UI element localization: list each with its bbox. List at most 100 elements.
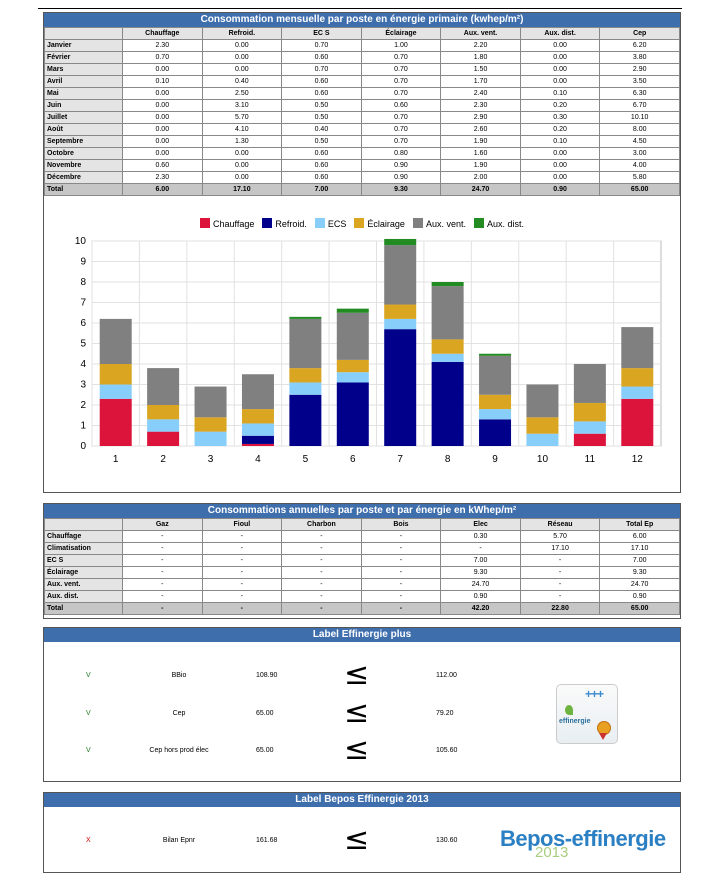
table-cell: 1.90 — [440, 159, 521, 172]
table-cell: 0.10 — [519, 135, 601, 148]
x-tick-label: 12 — [632, 454, 644, 465]
table-cell: - — [360, 530, 442, 543]
criterion-value: 108.90 — [256, 672, 278, 679]
column-header: Total Ep — [599, 518, 680, 531]
column-header — [44, 27, 123, 40]
row-label: Mai — [44, 87, 123, 100]
table-cell: 0.60 — [281, 171, 362, 184]
legend-swatch — [354, 218, 365, 228]
table-cell: 0.90 — [360, 171, 442, 184]
bar-segment — [479, 355, 512, 395]
column-header: Fioul — [201, 518, 283, 531]
legend-item: Refroid. — [262, 218, 307, 229]
table-cell: 0.00 — [122, 135, 203, 148]
criterion-name: BBio — [171, 672, 187, 679]
table-row: Octobre 0.00 0.00 0.60 0.80 1.60 0.00 3.00 — [44, 147, 680, 160]
table-cell: 2.90 — [440, 111, 521, 124]
table-cell: - — [519, 578, 601, 591]
bar-segment — [384, 329, 417, 446]
bar-segment — [289, 318, 322, 369]
table-cell: - — [281, 554, 362, 567]
total-cell: 65.00 — [599, 602, 680, 615]
x-tick-label: 7 — [397, 454, 403, 465]
x-tick-label: 6 — [350, 454, 356, 465]
x-tick-label: 2 — [160, 454, 166, 465]
table-cell: 2.20 — [440, 39, 521, 52]
table-cell: 1.50 — [440, 63, 521, 76]
less-or-equal-icon: ≤ — [344, 822, 370, 857]
criterion-limit: 112.00 — [436, 672, 457, 679]
total-cell: 24.70 — [440, 183, 521, 196]
table-cell: 0.60 — [281, 159, 362, 172]
bar-segment — [621, 368, 654, 387]
table-cell: - — [122, 530, 203, 543]
bepos-logo: Bepos-effinergie 2013 — [500, 820, 675, 866]
table-cell: 24.70 — [440, 578, 521, 591]
bar-segment — [147, 405, 180, 420]
table-cell: 0.60 — [281, 75, 362, 88]
row-label: Juillet — [44, 111, 123, 124]
table-cell: 0.00 — [201, 159, 283, 172]
bar-segment — [431, 282, 464, 287]
chart-area: Chauffage Refroid. ECS Éclairage Aux. vent. A… — [44, 196, 680, 486]
table-cell: - — [519, 554, 601, 567]
table-cell: 0.60 — [122, 159, 203, 172]
table-row: EC S - - - -7.00-7.00 — [44, 554, 680, 567]
bar-segment — [241, 374, 274, 410]
bepos-panel: Label Bepos Effinergie 2013 X Bilan Epnr 1… — [43, 792, 681, 873]
table-cell: 24.70 — [599, 578, 680, 591]
column-header: Éclairage — [360, 27, 442, 40]
table-cell: - — [519, 566, 601, 579]
leaf-icon — [565, 705, 573, 715]
table-row: Novembre 0.60 0.00 0.60 0.90 1.90 0.00 4.00 — [44, 159, 680, 172]
table-row: Aux. dist. - - - -0.90-0.90 — [44, 590, 680, 603]
x-tick-label: 9 — [492, 454, 498, 465]
y-tick-label: 5 — [80, 339, 86, 350]
column-header: Refroid. — [201, 27, 283, 40]
table-cell: 1.60 — [440, 147, 521, 160]
y-tick-label: 1 — [80, 421, 86, 432]
table-cell: 6.00 — [599, 530, 680, 543]
bar-segment — [431, 286, 464, 340]
table-cell: 0.00 — [519, 147, 601, 160]
bar-segment — [289, 368, 322, 383]
total-cell: 42.20 — [440, 602, 521, 615]
effinergie-title: Label Effinergie plus — [44, 628, 680, 642]
check-mark: V — [86, 672, 91, 679]
table-cell: 0.60 — [281, 51, 362, 64]
legend-item: Éclairage — [354, 218, 405, 229]
table-cell: 5.80 — [599, 171, 680, 184]
table-cell: 4.10 — [201, 123, 283, 136]
table-row: Aux. vent. - - - -24.70-24.70 — [44, 578, 680, 591]
column-header — [44, 518, 123, 531]
y-tick-label: 0 — [80, 441, 86, 452]
bar-segment — [479, 394, 512, 410]
criterion-name: Cep — [172, 710, 186, 717]
bar-segment — [336, 359, 369, 373]
table-cell: 0.20 — [519, 123, 601, 136]
table-cell: - — [122, 566, 203, 579]
table-cell: 3.00 — [599, 147, 680, 160]
table-cell: 4.00 — [599, 159, 680, 172]
row-label: Février — [44, 51, 123, 64]
total-cell: 9.30 — [360, 183, 442, 196]
table-cell: 10.10 — [599, 111, 680, 124]
table-cell: 0.70 — [360, 63, 442, 76]
x-tick-label: 5 — [303, 454, 309, 465]
table-cell: 0.00 — [519, 159, 601, 172]
table-cell: 0.70 — [360, 111, 442, 124]
table-cell: 6.70 — [599, 99, 680, 112]
row-label: Novembre — [44, 159, 123, 172]
table-cell: - — [281, 530, 362, 543]
table-cell: - — [201, 554, 283, 567]
table-cell: - — [281, 590, 362, 603]
total-label: Total — [44, 602, 123, 615]
column-header: Bois — [360, 518, 442, 531]
table-cell: 3.50 — [599, 75, 680, 88]
table-row: Chauffage - - - -0.30 5.70 6.00 — [44, 530, 680, 543]
table-cell: 3.80 — [599, 51, 680, 64]
table-cell: 0.60 — [281, 147, 362, 160]
legend-label: Refroid. — [275, 219, 307, 229]
table-cell: 0.00 — [519, 39, 601, 52]
effinergie-panel: Label Effinergie plus V BBio 108.90 ≤112.00… — [43, 627, 681, 782]
